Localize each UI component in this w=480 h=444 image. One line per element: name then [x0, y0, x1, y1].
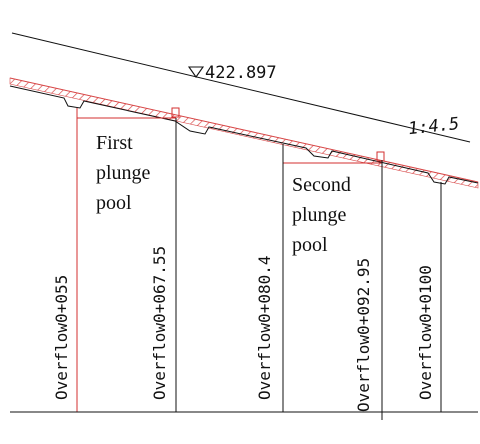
elevation-triangle-icon	[187, 66, 205, 78]
elevation-label: 422.897	[205, 63, 277, 83]
second-pool-line1: Second	[292, 174, 351, 196]
station-label-1: Overflow0+055	[52, 275, 71, 400]
elevation-marker: 422.897	[187, 63, 277, 83]
first-pool-line2: plunge	[96, 162, 151, 184]
first-plunge-pool-outline	[76, 107, 180, 412]
station-label-2: Overflow0+067.55	[150, 246, 169, 400]
second-pool-label: Second plunge pool	[292, 174, 351, 256]
first-pool-label: First plunge pool	[96, 132, 151, 214]
second-plunge-pool-outline	[283, 151, 385, 164]
second-pool-line3: pool	[292, 234, 328, 256]
second-pool-line2: plunge	[292, 204, 347, 226]
channel-top-edge	[9, 77, 479, 183]
station-label-4: Overflow0+092.95	[354, 258, 373, 412]
reference-line	[11, 32, 471, 143]
first-pool-line1: First	[96, 132, 133, 154]
station-label-5: Overflow0+0100	[416, 265, 435, 400]
slope-label: 1:4.5	[407, 114, 460, 139]
station-label-3: Overflow0+080.4	[255, 256, 274, 401]
first-pool-line3: pool	[96, 192, 132, 214]
channel-bottom-profile	[9, 85, 479, 185]
